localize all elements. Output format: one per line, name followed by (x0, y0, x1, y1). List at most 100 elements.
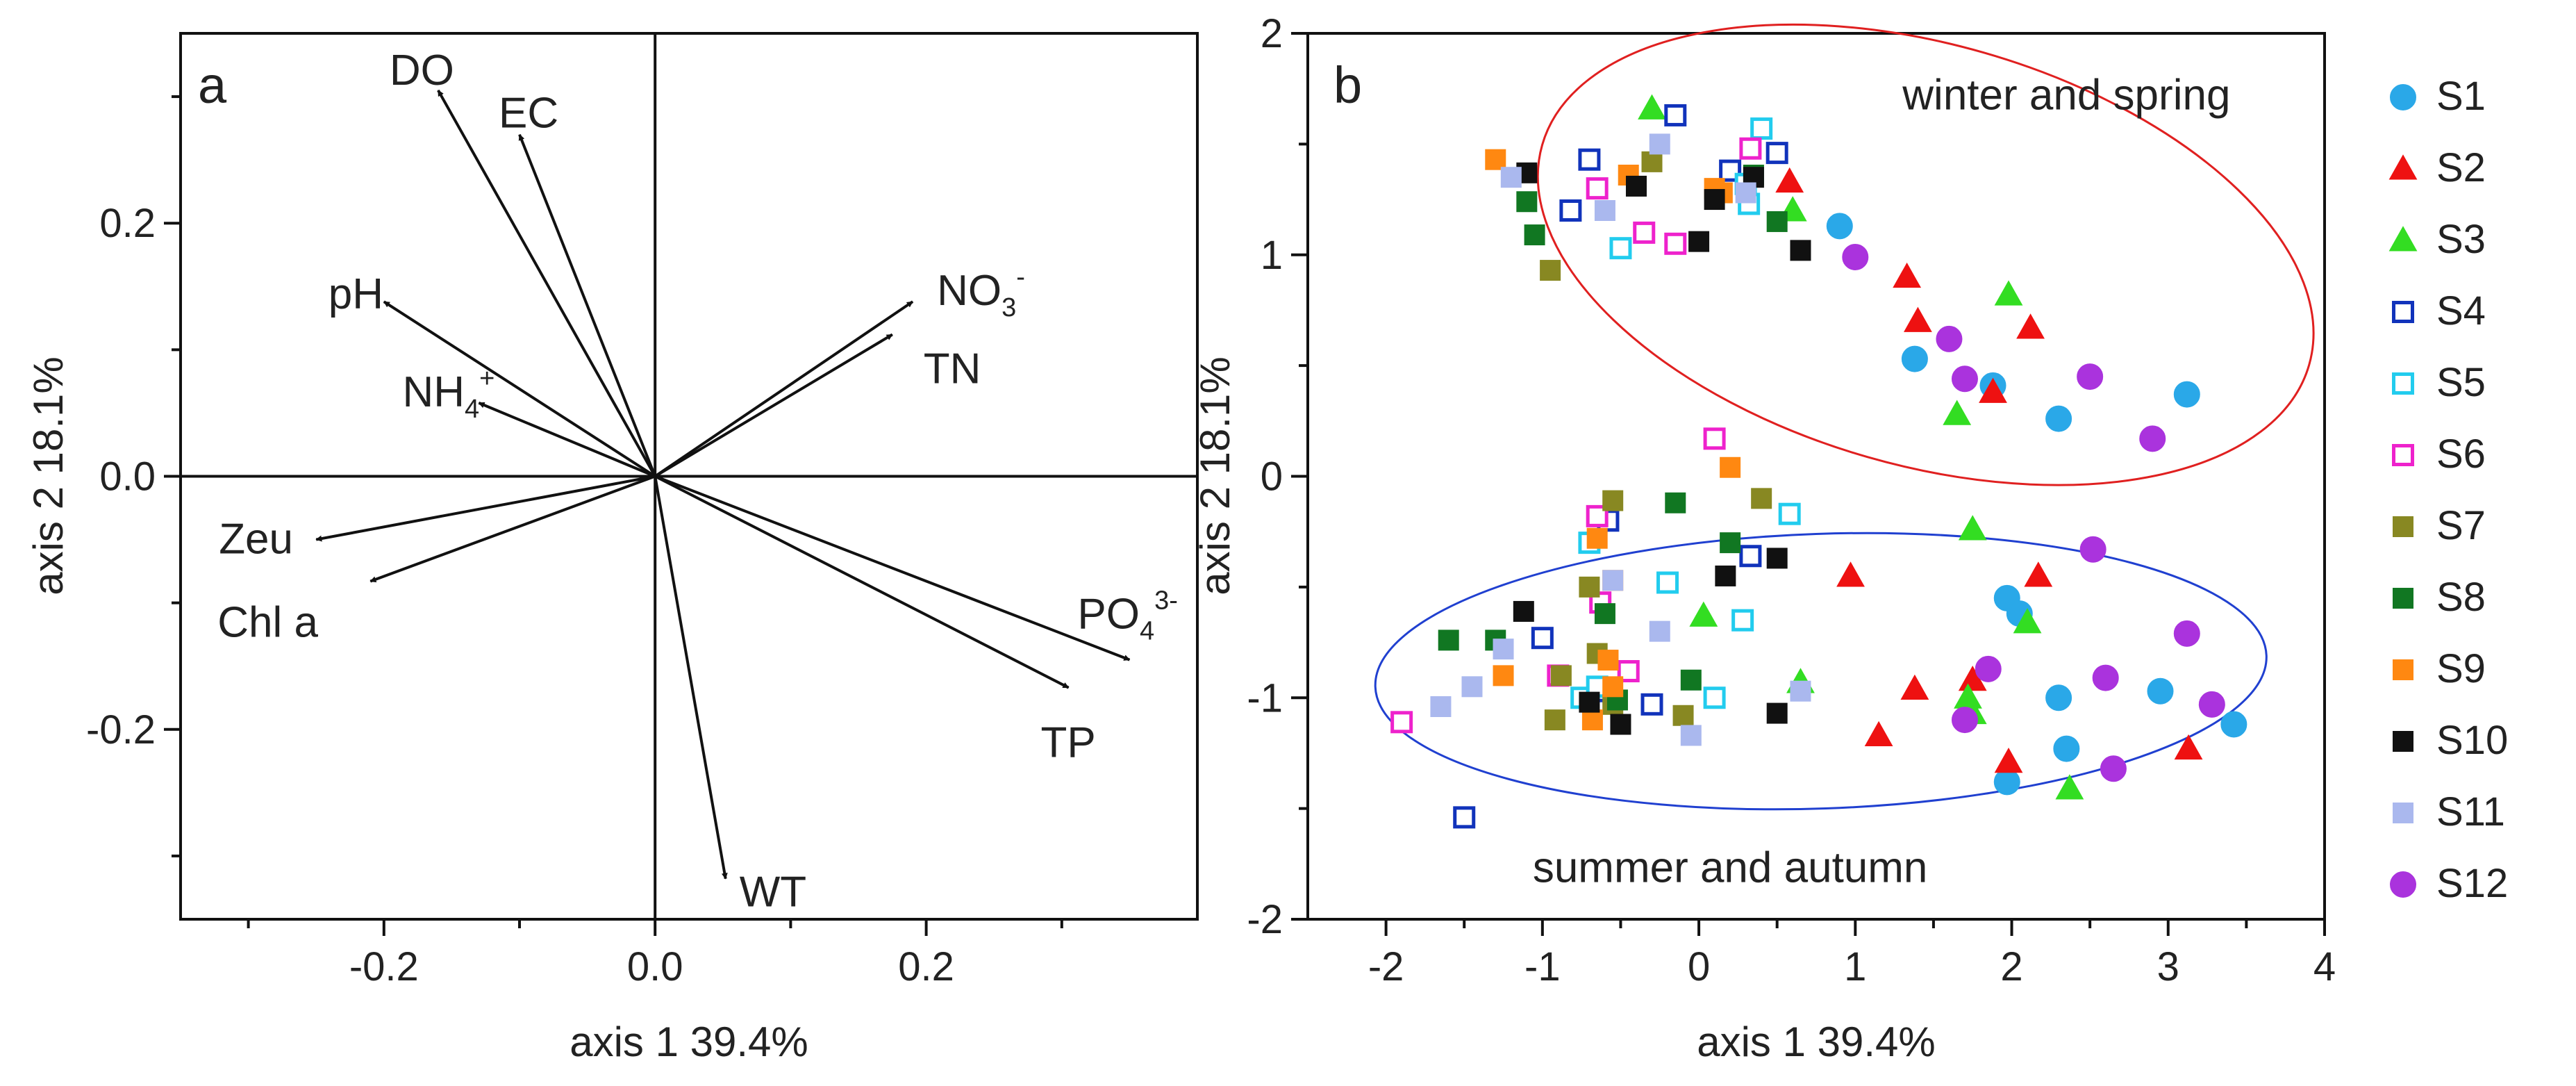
panel-a-ticks: -0.2 0.0 0.2 -0.2 0.0 0.2 (86, 95, 1063, 989)
y-tick-label: 0 (1261, 454, 1283, 500)
point-s10 (1688, 231, 1710, 252)
legend-marker-s10 (2393, 731, 2413, 752)
point-s9 (1597, 650, 1619, 671)
vector-label-base: DO (390, 47, 454, 94)
point-s2 (1893, 262, 1922, 288)
legend-item-s10: S10 (2393, 718, 2508, 763)
point-s11 (1500, 167, 1522, 188)
vector-label-base: PO (1077, 591, 1140, 639)
series-s12 (1842, 243, 2225, 782)
x-tick-label: -0.2 (349, 944, 419, 989)
panel-b-label: b (1333, 56, 1362, 114)
series-s9 (1485, 149, 1741, 731)
point-s8 (1680, 669, 1702, 691)
x-tick-label: 0.0 (627, 944, 683, 989)
legend-label-s2: S2 (2436, 145, 2486, 190)
legend-item-s12: S12 (2390, 861, 2508, 906)
point-s5 (1750, 117, 1773, 140)
legend-item-s7: S7 (2393, 503, 2486, 548)
point-s1 (2045, 405, 2072, 432)
vector-label-base: TN (924, 345, 981, 393)
vector-label-base: NH (402, 368, 465, 416)
y-tick-label: 0.2 (99, 201, 156, 246)
point-s12 (1951, 707, 1978, 734)
legend-label-s5: S5 (2436, 360, 2486, 405)
panel-b-ticks: -2 -1 0 1 2 3 4 -2 -1 0 1 2 (1247, 11, 2336, 989)
legend-marker-s9 (2393, 659, 2413, 680)
legend-item-s8: S8 (2393, 575, 2486, 620)
vector-label-po: PO43- (1077, 586, 1178, 646)
vector-arrow-ph (383, 300, 656, 478)
point-s10 (1790, 240, 1811, 261)
legend-item-s9: S9 (2393, 646, 2486, 691)
legend-item-s1: S1 (2390, 74, 2486, 119)
point-s8 (1524, 224, 1545, 246)
legend-marker-s1 (2390, 84, 2416, 110)
point-s12 (1975, 655, 2002, 682)
point-s1 (2147, 677, 2174, 705)
point-s4 (1453, 806, 1476, 829)
point-s11 (1430, 696, 1452, 717)
vector-arrow-no (654, 300, 914, 478)
series-s1 (1826, 213, 2247, 796)
vector-label-base: NO (937, 267, 1002, 315)
point-s10 (1513, 600, 1534, 622)
point-s2 (1994, 747, 2023, 773)
legend-label-s12: S12 (2436, 861, 2508, 906)
legend-item-s5: S5 (2392, 360, 2486, 405)
y-tick-label: -2 (1247, 897, 1283, 942)
point-s5 (1731, 609, 1754, 632)
legend-item-s3: S3 (2388, 217, 2486, 262)
ellipse-winter-and-spring (1536, 23, 2315, 486)
point-s11 (1602, 570, 1624, 591)
point-s9 (1720, 456, 1741, 478)
vector-arrow-chl-a (369, 475, 656, 583)
point-s10 (1766, 548, 1788, 569)
point-s4 (1739, 545, 1762, 568)
point-s2 (2174, 734, 2203, 760)
legend-item-s11: S11 (2393, 789, 2505, 834)
point-s12 (2092, 664, 2119, 691)
point-s11 (1649, 133, 1670, 155)
vector-label-base: pH (329, 270, 383, 318)
point-s2 (2024, 561, 2053, 587)
legend-label-s7: S7 (2436, 503, 2486, 548)
legend: S1 S2 S3 S4 S5 S6 S7 S8 S9 S10 S11 S12 (2388, 74, 2508, 906)
point-s3 (1943, 400, 1972, 425)
annotation-summer-and-autumn: summer and autumn (1533, 844, 1928, 892)
legend-marker-s7 (2393, 516, 2413, 537)
point-s11 (1790, 680, 1811, 702)
vector-label-ec: EC (499, 90, 558, 138)
panel-b-y-axis-label: axis 2 18.1% (1192, 356, 1238, 595)
point-s7 (1550, 665, 1572, 686)
point-s12 (1842, 243, 1869, 270)
point-s9 (1602, 676, 1624, 698)
vector-label-nh: NH4+ (402, 364, 495, 424)
point-s11 (1735, 182, 1756, 204)
point-s3 (1954, 683, 1982, 709)
vector-arrow-do (437, 89, 656, 477)
legend-marker-s3 (2388, 226, 2418, 252)
vector-label-ph: pH (329, 270, 383, 318)
vector-label-no: NO3- (937, 263, 1025, 322)
panel-b-annotations: winter and spring summer and autumn (1533, 71, 2231, 891)
legend-label-s3: S3 (2436, 217, 2486, 262)
point-s5 (1703, 686, 1726, 709)
point-s2 (1958, 666, 1987, 691)
point-s8 (1516, 191, 1538, 213)
legend-marker-s8 (2393, 588, 2413, 609)
point-s2 (1836, 561, 1865, 587)
legend-marker-s11 (2393, 803, 2413, 823)
x-tick-label: -1 (1524, 944, 1561, 989)
vector-label-base: Chl a (217, 599, 318, 647)
vector-label-base: EC (499, 90, 558, 138)
point-s1 (1901, 345, 1928, 372)
point-s10 (1610, 714, 1631, 735)
legend-label-s10: S10 (2436, 718, 2508, 763)
y-tick-label: 0.0 (99, 454, 156, 500)
point-s12 (1951, 365, 1978, 393)
x-tick-label: 1 (1844, 944, 1866, 989)
point-s6 (1703, 427, 1726, 450)
point-s10 (1715, 565, 1736, 586)
point-s8 (1766, 211, 1788, 232)
